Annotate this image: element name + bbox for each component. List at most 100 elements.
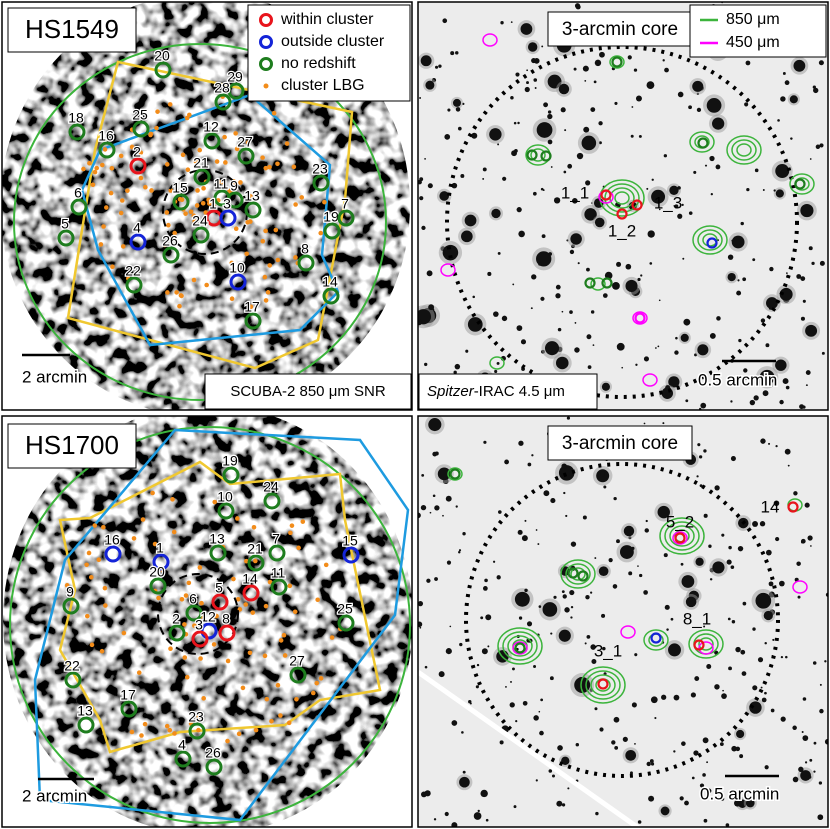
star [433,818,437,821]
star [725,823,730,827]
star [793,59,806,72]
lbg-point [260,238,266,244]
star [721,693,727,699]
panel-title: 3-arcmin core [562,433,678,454]
star [600,471,605,477]
star [451,720,458,726]
star [817,814,824,821]
star [455,505,458,508]
star [564,129,567,132]
flux-contour [659,517,705,555]
star [755,592,772,609]
lbg-point [278,638,284,643]
star [564,607,570,613]
star [472,295,475,299]
flux-contour [692,225,728,255]
star [735,646,741,653]
flux-contour [482,33,498,47]
legend-label: within cluster [280,11,374,28]
lbg-point [289,523,295,528]
star [432,494,436,498]
star [482,167,487,172]
star [613,496,617,501]
source-ring [222,466,240,484]
lbg-point [315,597,320,603]
lbg-point [156,595,161,601]
star [749,399,756,406]
star [566,416,570,420]
star [738,338,742,343]
lbg-point [179,596,185,602]
star [640,274,643,277]
lbg-point [100,162,105,168]
star [737,279,740,282]
star [824,738,828,745]
star [614,746,619,750]
star [527,462,532,467]
star [592,344,595,346]
source-ring [229,273,247,291]
panel-frame [417,1,829,411]
star [625,263,632,270]
lbg-point [84,562,89,568]
star [457,126,462,131]
star [804,761,808,764]
source-label: 7 [272,531,280,547]
star [796,561,801,566]
lbg-point [96,557,102,563]
lbg-point [211,642,217,647]
lbg-point [235,516,240,521]
star [703,449,707,453]
lbg-point [269,718,274,724]
legend-label: no redshift [281,55,356,72]
source-label: 19 [222,453,238,469]
lbg-point [263,298,269,303]
contour-coverage [13,43,387,401]
star [677,91,684,98]
star [561,310,564,313]
star [775,444,778,448]
source-label: 7 [341,196,349,212]
star [708,544,712,548]
lbg-point [139,733,144,738]
flux-contour [585,670,621,700]
lbg-point [292,609,298,615]
star [435,65,439,69]
star [454,363,461,370]
star [808,246,813,251]
lbg-point [195,188,200,193]
star [631,702,637,708]
star [765,343,770,348]
source-ring [211,593,229,611]
core-circle [445,45,799,399]
star [682,257,685,260]
star [576,152,584,160]
star [538,710,541,713]
star [629,771,633,775]
source-ring [168,624,186,642]
lbg-point [322,199,327,205]
star [541,234,546,239]
star [637,820,642,824]
star [726,559,732,565]
star [796,274,802,279]
title-box [547,11,693,47]
lbg-point [248,304,254,310]
star [673,750,676,753]
star [444,134,451,140]
lbg-point [281,632,287,638]
lbg-point [314,680,320,686]
source-ring [217,502,235,520]
lbg-point [194,203,200,208]
star [424,157,426,160]
star [673,694,680,701]
flux-contour [664,521,700,551]
star [521,535,528,542]
star [484,578,488,583]
star [543,102,549,108]
star [419,97,422,99]
star [550,632,553,635]
flux-contour [698,641,714,655]
source-label: 17 [120,687,136,703]
star [721,533,725,537]
